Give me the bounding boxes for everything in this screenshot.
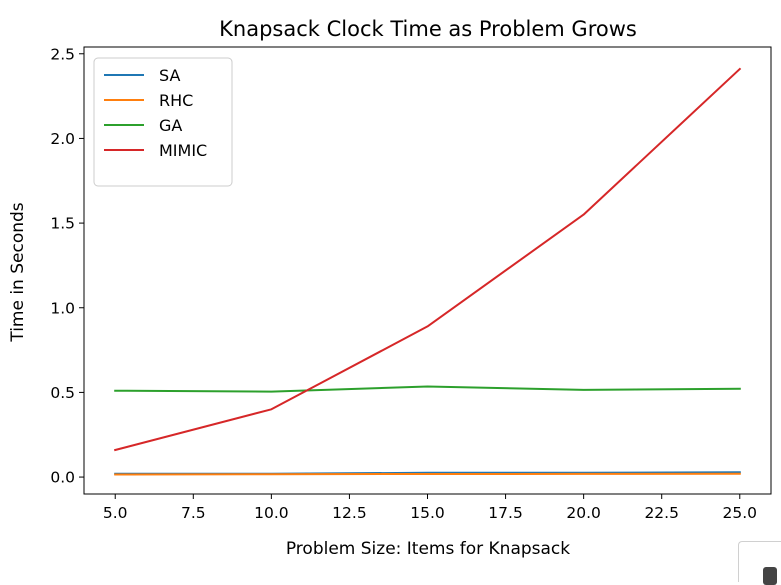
y-tick-label: 0.0	[50, 469, 75, 487]
y-tick-label: 2.0	[50, 130, 75, 148]
legend: SA RHC GA MIMIC	[94, 58, 232, 186]
legend-label-sa: SA	[159, 66, 180, 85]
legend-label-ga: GA	[159, 116, 182, 135]
x-axis-label: Problem Size: Items for Knapsack	[286, 539, 570, 559]
series-line-ga	[115, 387, 740, 392]
x-tick-label: 7.5	[181, 504, 206, 522]
x-tick-label: 20.0	[566, 504, 601, 522]
x-tick-label: 22.5	[644, 504, 679, 522]
legend-label-mimic: MIMIC	[159, 141, 207, 160]
scroll-handle[interactable]	[763, 567, 777, 585]
y-axis-label: Time in Seconds	[8, 202, 28, 342]
series-line-rhc	[115, 474, 740, 475]
x-tick-label: 15.0	[410, 504, 445, 522]
y-tick-label: 2.5	[50, 45, 75, 63]
scroll-widget[interactable]	[738, 541, 781, 582]
legend-label-rhc: RHC	[159, 91, 193, 110]
x-tick-label: 25.0	[723, 504, 758, 522]
x-tick-label: 10.0	[254, 504, 289, 522]
x-tick-label: 12.5	[332, 504, 367, 522]
y-tick-label: 0.5	[50, 384, 75, 402]
chart-title: Knapsack Clock Time as Problem Grows	[219, 17, 637, 41]
y-tick-label: 1.5	[50, 215, 75, 233]
x-tick-label: 17.5	[488, 504, 523, 522]
x-tick-label: 5.0	[103, 504, 128, 522]
y-tick-label: 1.0	[50, 299, 75, 317]
